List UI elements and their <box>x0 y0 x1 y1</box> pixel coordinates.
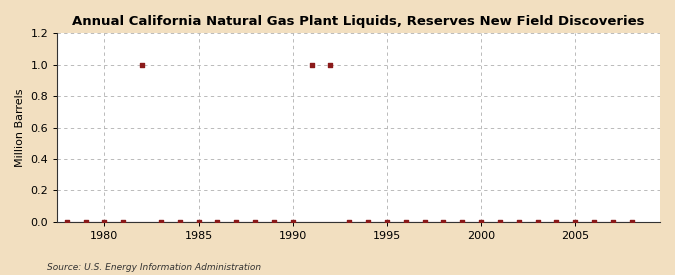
Point <box>61 219 72 224</box>
Point <box>174 219 185 224</box>
Point <box>80 219 91 224</box>
Point <box>118 219 129 224</box>
Point <box>589 219 599 224</box>
Point <box>381 219 392 224</box>
Point <box>495 219 506 224</box>
Point <box>99 219 110 224</box>
Point <box>269 219 279 224</box>
Y-axis label: Million Barrels: Million Barrels <box>15 88 25 167</box>
Point <box>608 219 618 224</box>
Point <box>419 219 430 224</box>
Point <box>514 219 524 224</box>
Point <box>212 219 223 224</box>
Point <box>551 219 562 224</box>
Text: Source: U.S. Energy Information Administration: Source: U.S. Energy Information Administ… <box>47 263 261 272</box>
Title: Annual California Natural Gas Plant Liquids, Reserves New Field Discoveries: Annual California Natural Gas Plant Liqu… <box>72 15 645 28</box>
Point <box>626 219 637 224</box>
Point <box>288 219 298 224</box>
Point <box>231 219 242 224</box>
Point <box>344 219 354 224</box>
Point <box>193 219 204 224</box>
Point <box>155 219 166 224</box>
Point <box>136 62 147 67</box>
Point <box>325 62 336 67</box>
Point <box>570 219 580 224</box>
Point <box>250 219 261 224</box>
Point <box>362 219 373 224</box>
Point <box>400 219 411 224</box>
Point <box>438 219 449 224</box>
Point <box>457 219 468 224</box>
Point <box>532 219 543 224</box>
Point <box>306 62 317 67</box>
Point <box>476 219 487 224</box>
